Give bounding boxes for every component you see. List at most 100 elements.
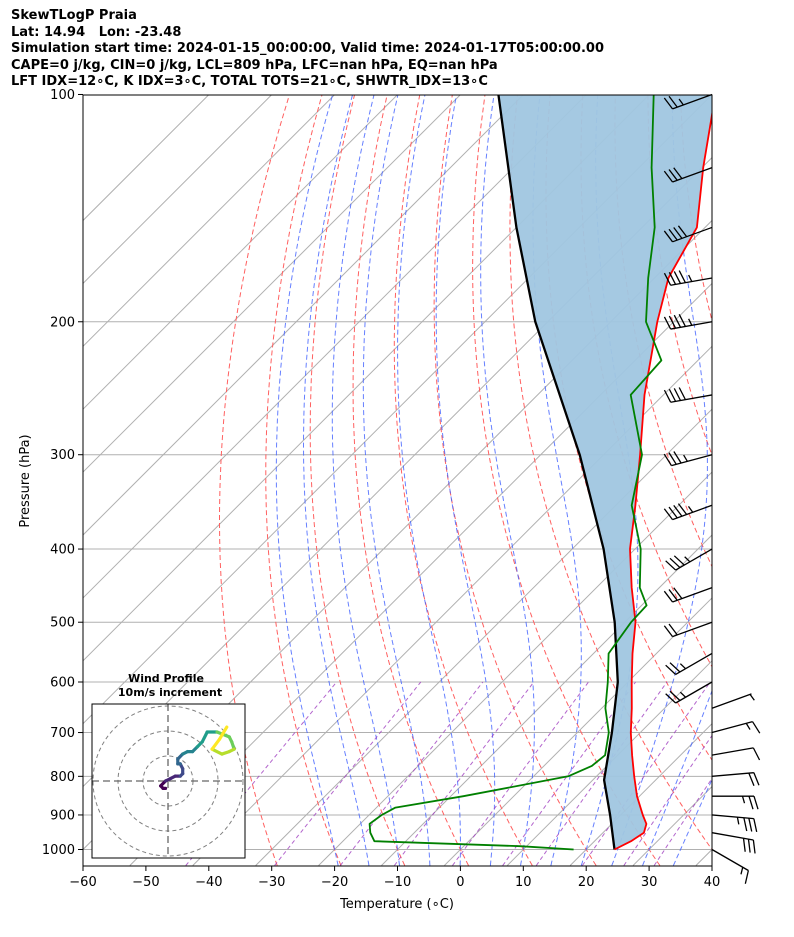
x-tick-label: −30	[258, 875, 285, 890]
isotherm-line	[192, 345, 712, 866]
moist-adiabat	[480, 95, 535, 866]
isotherm-line	[83, 95, 336, 348]
moist-adiabat	[672, 778, 712, 866]
x-tick-label: −50	[132, 875, 159, 890]
x-tick-label: 20	[578, 875, 595, 890]
dry-adiabat	[713, 95, 794, 866]
wind-barb	[665, 681, 713, 704]
header-line-indices-1: CAPE=0 j/kg, CIN=0 j/kg, LCL=809 hPa, LF…	[11, 57, 498, 73]
isotherm-line	[569, 722, 712, 866]
header-line-time: Simulation start time: 2024-01-15_00:00:…	[11, 41, 604, 57]
x-tick-label: 10	[515, 875, 532, 890]
hodograph-segment	[200, 730, 209, 744]
wind-barb	[663, 503, 713, 521]
isotherm-line	[444, 597, 712, 866]
moist-adiabat	[435, 95, 496, 866]
dry-adiabat	[309, 95, 406, 866]
wind-barb	[711, 848, 750, 884]
hodograph-segment	[210, 747, 224, 756]
wind-barb	[711, 747, 761, 761]
wind-barb	[663, 587, 713, 603]
moist-adiabat	[642, 689, 712, 866]
dry-adiabat	[393, 95, 533, 866]
wind-barb	[711, 693, 755, 709]
y-tick-label: 300	[50, 448, 75, 463]
wind-barb	[665, 548, 713, 571]
wind-barb	[663, 93, 713, 110]
mixing-ratio-line	[653, 777, 712, 866]
dry-adiabat	[746, 95, 794, 866]
x-tick-label: −20	[321, 875, 348, 890]
header-line-indices-2: LFT IDX=12∘C, K IDX=3∘C, TOTAL TOTS=21∘C…	[11, 74, 488, 90]
x-tick-label: 30	[641, 875, 658, 890]
isotherm-line	[506, 660, 712, 866]
dry-adiabat	[647, 95, 712, 457]
moist-adiabat	[397, 95, 461, 866]
isotherm-line	[83, 95, 524, 536]
moist-adiabat	[275, 95, 339, 866]
cape-cin-shading	[498, 95, 712, 850]
isotherm-line	[83, 95, 587, 599]
y-tick-label: 800	[50, 770, 75, 785]
mixing-ratio-line	[623, 734, 712, 866]
wind-barb	[663, 451, 713, 467]
isotherm-line	[129, 282, 712, 866]
isotherm-line	[83, 95, 398, 410]
wind-barb	[663, 270, 713, 286]
isotherm-line	[83, 95, 273, 285]
isotherm-line	[255, 408, 712, 866]
parcel-profile-line	[497, 95, 619, 850]
wind-barb	[711, 772, 760, 786]
mixing-ratio-line	[274, 681, 422, 866]
dry-adiabat	[778, 95, 794, 866]
dry-adiabat	[472, 95, 661, 866]
wind-barb	[711, 832, 756, 854]
x-tick-label: 40	[704, 875, 721, 890]
dry-adiabat	[265, 95, 342, 866]
moist-adiabat	[331, 95, 400, 866]
wind-barb	[663, 167, 713, 183]
wind-barb	[712, 795, 759, 810]
y-tick-label: 900	[50, 808, 75, 823]
isotherm-line	[318, 471, 712, 866]
isotherm-line	[83, 95, 461, 473]
dry-adiabat	[509, 95, 712, 851]
y-tick-label: 600	[50, 676, 75, 691]
temperature-profile-line	[614, 109, 712, 851]
wind-barb	[665, 652, 713, 676]
dry-adiabat	[433, 95, 597, 866]
wind-barb	[663, 387, 713, 403]
x-tick-label: 0	[456, 875, 464, 890]
inset-title: Wind Profile	[128, 672, 204, 685]
moist-adiabat	[362, 95, 431, 866]
x-tick-label: −60	[69, 875, 96, 890]
dry-adiabat	[219, 95, 290, 866]
y-tick-label: 500	[50, 616, 75, 631]
moist-adiabat	[532, 95, 582, 866]
hodograph-segment	[217, 725, 229, 741]
x-tick-label: −10	[384, 875, 411, 890]
mixing-ratio-line	[535, 681, 668, 866]
wind-barb	[663, 225, 713, 243]
y-tick-label: 200	[50, 315, 75, 330]
header-line-location: Lat: 14.94 Lon: -23.48	[11, 24, 182, 40]
y-tick-label: 400	[50, 543, 75, 558]
chart-header: SkewTLogP Praia Lat: 14.94 Lon: -23.48 S…	[11, 8, 604, 91]
wind-barb	[711, 814, 758, 833]
dry-adiabat	[352, 95, 469, 866]
y-tick-label: 100	[50, 88, 75, 103]
header-line-title: SkewTLogP Praia	[11, 8, 137, 23]
dewpoint-profile-line	[368, 95, 663, 851]
y-axis-label: Pressure (hPa)	[18, 434, 33, 527]
wind-barb	[663, 621, 713, 638]
y-tick-label: 1000	[42, 843, 75, 858]
inset-subtitle: 10m/s increment	[118, 686, 222, 699]
y-tick-label: 700	[50, 726, 75, 741]
wind-barb	[711, 721, 761, 734]
x-axis-label: Temperature (∘C)	[339, 897, 454, 912]
moist-adiabat	[303, 95, 370, 866]
wind-barb	[663, 314, 713, 330]
isotherm-line	[381, 534, 712, 866]
hodograph-segment	[210, 737, 222, 751]
